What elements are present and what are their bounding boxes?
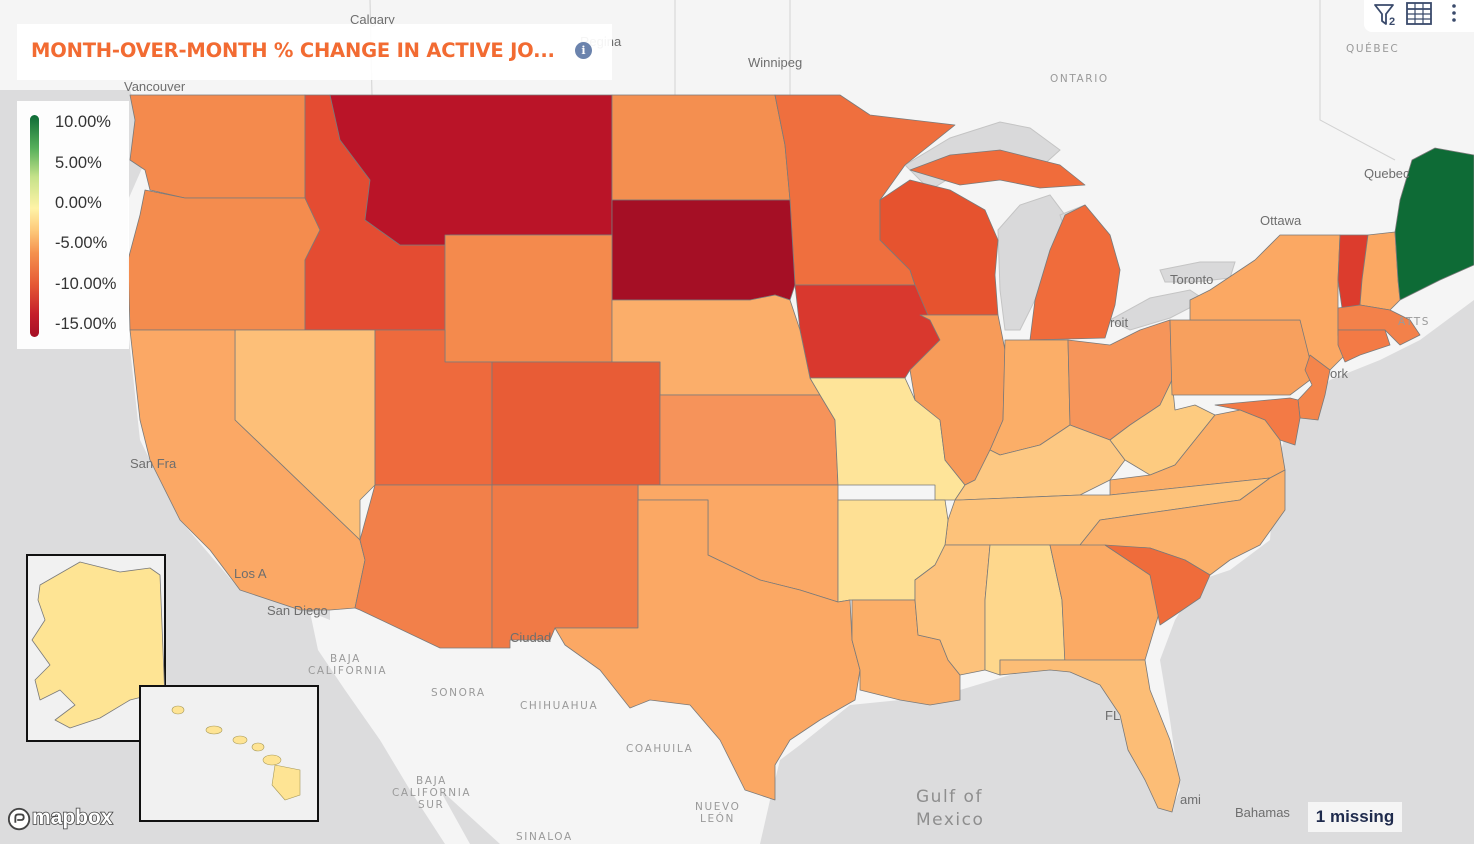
title-card: MONTH-OVER-MONTH % CHANGE IN ACTIVE JO..… (17, 24, 612, 80)
label-mexico: Mexico (916, 810, 984, 830)
states-layer[interactable] (127, 94, 1474, 813)
state-montana[interactable] (329, 94, 613, 246)
label-toronto: Toronto (1170, 272, 1213, 287)
state-wisconsin[interactable] (879, 179, 999, 316)
hawaii-inset[interactable] (139, 685, 319, 822)
label-sonora: SONORA (431, 687, 486, 699)
label-ontario: ONTARIO (1050, 73, 1109, 85)
label-massachusetts: ATTS (1398, 316, 1430, 328)
label-quebec: Quebec (1364, 166, 1410, 181)
state-new-mexico[interactable] (491, 484, 639, 649)
color-legend: 10.00% 5.00% 0.00% -5.00% -10.00% -15.00… (17, 101, 129, 349)
label-san-francisco: San Fra (130, 456, 177, 471)
state-alaska[interactable] (31, 561, 166, 729)
label-bahamas: Bahamas (1235, 805, 1290, 820)
state-north-dakota[interactable] (611, 94, 791, 201)
legend-color-bar (30, 115, 39, 337)
label-los-angeles: Los A (234, 566, 267, 581)
label-coahuila: COAHUILA (626, 743, 693, 755)
state-virginia[interactable] (1109, 409, 1286, 496)
legend-label-10: 10.00% (55, 113, 111, 131)
label-gulf-of: Gulf of (916, 787, 983, 807)
more-vertical-icon[interactable] (1446, 0, 1462, 30)
legend-label-0: 0.00% (55, 194, 102, 212)
state-hawaii[interactable] (171, 705, 301, 801)
map-title: MONTH-OVER-MONTH % CHANGE IN ACTIVE JO..… (31, 39, 555, 62)
missing-badge[interactable]: 1 missing (1308, 802, 1402, 832)
map-toolbar: 2 (1364, 0, 1474, 32)
label-chihuahua: CHIHUAHUA (520, 700, 598, 712)
mapbox-wordmark[interactable]: mapbox (31, 805, 113, 830)
filter-icon[interactable]: 2 (1372, 0, 1400, 30)
basemap-labels: Calgary Regina Winnipeg Vancouver Quebec… (124, 12, 1430, 843)
info-icon[interactable]: i (575, 42, 592, 59)
state-washington[interactable] (129, 94, 306, 199)
legend-label-5: 5.00% (55, 154, 102, 172)
label-leon: LEÓN (700, 812, 735, 825)
label-ottawa: Ottawa (1260, 213, 1302, 228)
label-sinaloa: SINALOA (516, 831, 573, 843)
table-icon[interactable] (1404, 0, 1434, 30)
state-florida[interactable] (999, 659, 1181, 813)
state-michigan[interactable] (909, 149, 1121, 341)
label-new-york: ork (1330, 366, 1349, 381)
label-winnipeg: Winnipeg (748, 55, 802, 70)
state-alabama[interactable] (984, 544, 1066, 676)
legend-label-neg10: -10.00% (55, 275, 117, 293)
mapbox-logo-icon[interactable] (6, 807, 34, 833)
label-sur: SUR (418, 799, 444, 811)
label-quebec-region: QUÉBEC (1346, 42, 1399, 55)
state-kansas[interactable] (659, 394, 839, 486)
label-baja-2: BAJA (416, 775, 447, 787)
state-texas[interactable] (554, 499, 861, 801)
state-maine[interactable] (1394, 147, 1474, 301)
state-pennsylvania[interactable] (1169, 319, 1311, 396)
label-nuevo: NUEVO (695, 801, 740, 813)
state-colorado[interactable] (491, 361, 661, 486)
legend-label-neg5: -5.00% (55, 234, 108, 252)
filter-count: 2 (1389, 16, 1395, 28)
legend-label-neg15: -15.00% (55, 315, 117, 333)
state-connecticut-ri[interactable] (1337, 329, 1391, 363)
state-oregon[interactable] (127, 189, 321, 331)
state-south-carolina[interactable] (1104, 544, 1211, 626)
label-ciudad: Ciudad (510, 630, 551, 645)
label-miami: ami (1180, 792, 1201, 807)
label-detroit: roit (1110, 315, 1128, 330)
basemap-baja (310, 612, 470, 844)
state-california[interactable] (129, 329, 366, 611)
state-wyoming[interactable] (444, 234, 613, 363)
label-san-diego: San Diego (267, 603, 328, 618)
label-calgary: Calgary (350, 12, 395, 27)
label-baja-1: BAJA (330, 653, 361, 665)
label-vancouver: Vancouver (124, 79, 186, 94)
state-south-dakota[interactable] (611, 199, 796, 301)
label-california-2: CALIFORNIA (392, 787, 471, 799)
label-california-1: CALIFORNIA (308, 665, 387, 677)
label-fl: FL (1105, 708, 1120, 723)
